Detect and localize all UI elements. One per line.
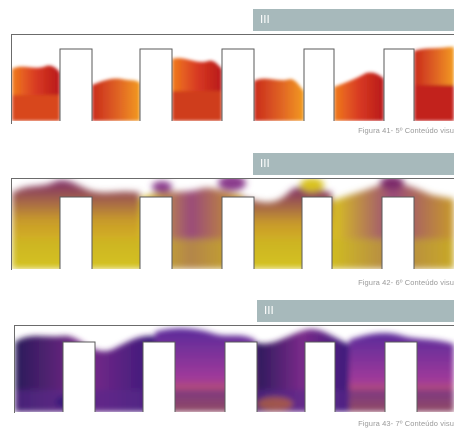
section-tag: III (257, 300, 454, 322)
figure-caption: Figura 43- 7º Conteúdo visu (358, 419, 454, 428)
section-tag-label: III (260, 13, 270, 26)
figure-caption: Figura 42- 6º Conteúdo visu (358, 278, 454, 287)
figure-43: III (0, 295, 454, 430)
figure-42: III (0, 150, 454, 290)
visual-content-graphic (12, 35, 454, 121)
figure-frame (11, 34, 454, 124)
visual-content-graphic (15, 326, 454, 412)
figure-frame (14, 325, 454, 413)
section-tag-label: III (260, 157, 270, 170)
section-tag: III (253, 153, 454, 175)
figure-41: III (0, 0, 454, 140)
visual-content-graphic (12, 179, 454, 269)
section-tag-label: III (264, 304, 274, 317)
section-tag: III (253, 9, 454, 31)
figure-caption: Figura 41- 5º Conteúdo visu (358, 126, 454, 135)
